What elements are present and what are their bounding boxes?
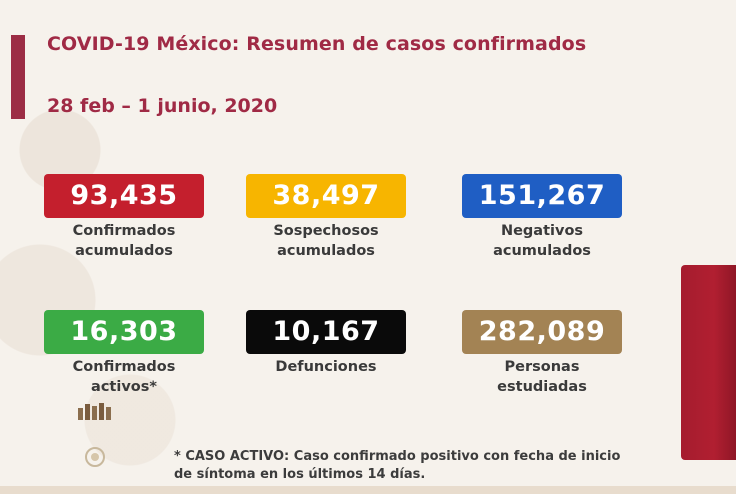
stat-label-line1: Personas	[504, 359, 580, 375]
seal-icon	[85, 447, 105, 467]
stat-label-line1: Sospechosos	[273, 223, 379, 239]
stat-label-line1: Negativos	[500, 223, 584, 239]
stat-confirmados-activos: 16,303 Confirmados activos*	[44, 310, 204, 397]
date-range: 28 feb – 1 junio, 2020	[47, 95, 278, 117]
stat-label-line2: activos*	[91, 379, 157, 395]
stat-label: Confirmados activos*	[44, 357, 204, 397]
stat-label-line1: Confirmados	[72, 223, 176, 239]
stat-label: Sospechosos acumulados	[246, 221, 406, 261]
bottom-stripe	[0, 486, 736, 494]
footnote: * CASO ACTIVO: Caso confirmado positivo …	[174, 448, 634, 484]
stat-label-line2: acumulados	[277, 243, 375, 259]
stat-value-box: 16,303	[44, 310, 204, 354]
government-logo-icon	[78, 403, 111, 420]
speaker-video-panel	[681, 265, 736, 460]
stat-value-box: 10,167	[246, 310, 406, 354]
stat-label-line2: acumulados	[493, 243, 591, 259]
stat-label-line1: Defunciones	[275, 359, 377, 375]
stat-label-line2: estudiadas	[497, 379, 587, 395]
stat-value-box: 93,435	[44, 174, 204, 218]
stat-label: Personas estudiadas	[462, 357, 622, 397]
accent-bar	[11, 35, 25, 119]
stat-defunciones: 10,167 Defunciones	[246, 310, 406, 377]
footnote-line1: * CASO ACTIVO: Caso confirmado positivo …	[174, 449, 621, 464]
stat-label: Negativos acumulados	[462, 221, 622, 261]
stat-value-box: 38,497	[246, 174, 406, 218]
stat-personas-estudiadas: 282,089 Personas estudiadas	[462, 310, 622, 397]
stat-value-box: 151,267	[462, 174, 622, 218]
stat-confirmados-acumulados: 93,435 Confirmados acumulados	[44, 174, 204, 261]
stat-label-line2: acumulados	[75, 243, 173, 259]
footnote-line2: de síntoma en los últimos 14 días.	[174, 467, 426, 482]
stat-label-line1: Confirmados	[72, 359, 176, 375]
stat-negativos-acumulados: 151,267 Negativos acumulados	[462, 174, 622, 261]
page-title: COVID-19 México: Resumen de casos confir…	[47, 33, 587, 55]
stat-sospechosos-acumulados: 38,497 Sospechosos acumulados	[246, 174, 406, 261]
stat-value-box: 282,089	[462, 310, 622, 354]
stat-label: Confirmados acumulados	[44, 221, 204, 261]
stat-label: Defunciones	[246, 357, 406, 377]
